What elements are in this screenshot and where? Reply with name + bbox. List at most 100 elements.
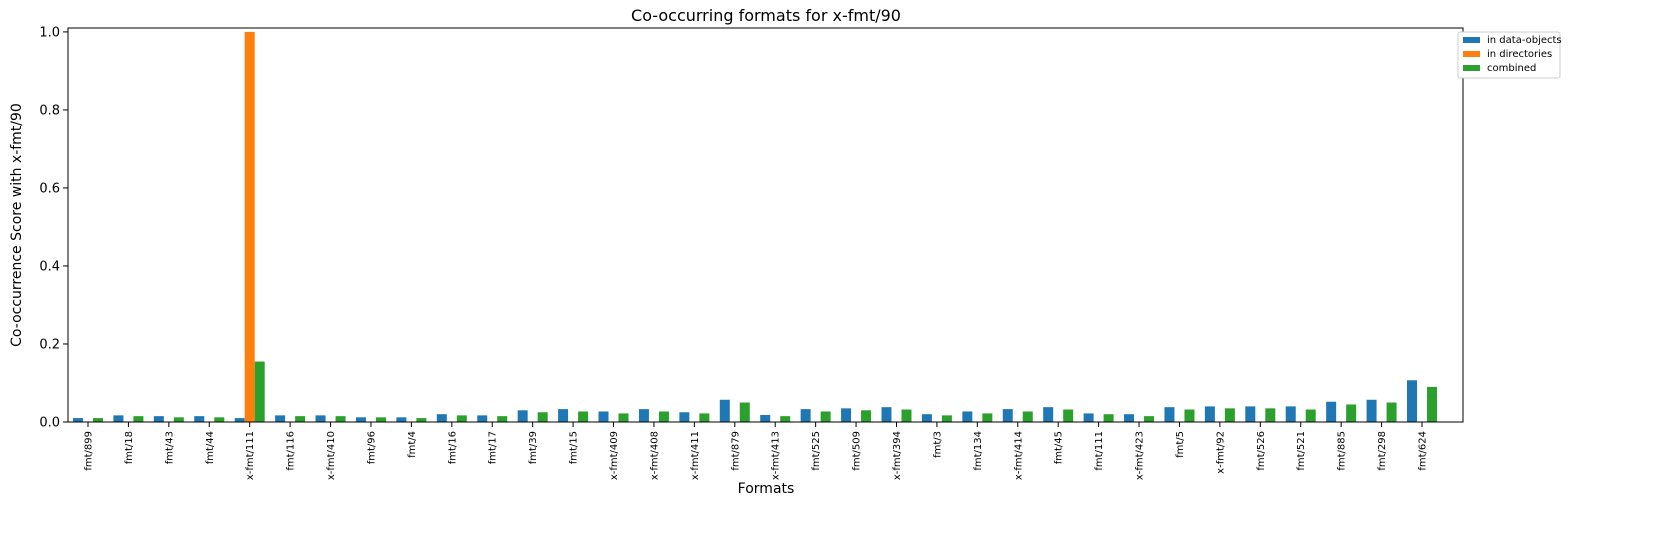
chart-title: Co-occurring formats for x-fmt/90 (631, 6, 901, 25)
x-tick-label: fmt/134 (973, 431, 984, 471)
bar-combined-fmt/526 (1265, 408, 1276, 422)
bar-in-data-objects-fmt/17 (477, 415, 488, 422)
x-tick-label: fmt/111 (1094, 431, 1105, 471)
bar-in-data-objects-fmt/5 (1164, 407, 1175, 422)
bar-combined-x-fmt/414 (1022, 411, 1033, 422)
bar-combined-fmt/885 (1346, 404, 1357, 422)
x-tick-label: fmt/43 (164, 431, 175, 464)
legend-label: in directories (1487, 49, 1552, 60)
x-tick-label: fmt/44 (205, 431, 216, 464)
bar-combined-fmt/111 (1103, 414, 1114, 422)
x-tick-label: x-fmt/413 (771, 431, 782, 480)
x-tick-label: x-fmt/92 (1215, 431, 1226, 474)
bar-in-data-objects-x-fmt/408 (638, 409, 649, 422)
plot-frame (67, 27, 1464, 423)
x-tick-label: fmt/298 (1377, 431, 1388, 471)
bar-combined-fmt/116 (295, 416, 306, 422)
x-tick-label: fmt/15 (569, 431, 580, 464)
x-tick-label: fmt/879 (730, 431, 741, 471)
bar-combined-x-fmt/408 (658, 411, 669, 422)
y-tick-label: 1.0 (39, 25, 60, 40)
bar-in-data-objects-x-fmt/111 (234, 418, 245, 422)
x-tick-label: fmt/885 (1337, 431, 1348, 471)
bar-combined-x-fmt/413 (780, 416, 791, 422)
bar-in-data-objects-fmt/298 (1366, 399, 1377, 422)
bar-in-data-objects-fmt/624 (1407, 380, 1417, 422)
bar-in-data-objects-fmt/525 (800, 409, 811, 422)
x-tick-label: fmt/39 (528, 431, 539, 464)
bar-in-data-objects-x-fmt/394 (881, 407, 892, 422)
legend-label: combined (1487, 63, 1536, 74)
bar-combined-fmt/17 (497, 416, 508, 422)
bar-in-data-objects-fmt/509 (841, 408, 852, 422)
bar-combined-fmt/15 (578, 411, 589, 422)
y-tick-label: 0.6 (39, 181, 60, 196)
bar-in-data-objects-x-fmt/414 (1002, 409, 1013, 422)
y-axis: 0.0 0.2 0.4 0.6 0.8 1.0 (39, 25, 68, 431)
bar-combined-x-fmt/411 (699, 413, 710, 422)
bar-combined-fmt/521 (1305, 409, 1316, 422)
bar-combined-fmt/18 (133, 416, 144, 422)
x-tick-label: fmt/18 (124, 431, 135, 464)
x-tick-label: fmt/525 (811, 431, 822, 471)
bar-in-data-objects-fmt/96 (355, 417, 366, 422)
bar-in-data-objects-x-fmt/410 (315, 415, 326, 422)
bar-combined-fmt/44 (214, 417, 225, 422)
bar-combined-x-fmt/394 (901, 409, 912, 422)
y-tick-label: 0.0 (39, 416, 60, 431)
x-tick-label: fmt/16 (447, 431, 458, 464)
bar-combined-x-fmt/410 (335, 416, 346, 422)
bar-combined-x-fmt/423 (1144, 416, 1155, 422)
x-tick-label: x-fmt/408 (649, 431, 660, 480)
y-tick-label: 0.2 (39, 337, 60, 352)
bar-combined-fmt/5 (1184, 409, 1195, 422)
bar-in-data-objects-fmt/43 (153, 416, 164, 422)
bar-in-data-objects-fmt/45 (1043, 407, 1054, 422)
x-tick-label: fmt/899 (84, 431, 95, 471)
bar-combined-fmt/525 (820, 411, 831, 422)
bar-in-data-objects-x-fmt/409 (598, 411, 609, 422)
bar-combined-fmt/96 (375, 417, 386, 422)
bar-in-data-objects-fmt/526 (1245, 406, 1256, 422)
legend: in data-objects in directories combined (1457, 31, 1562, 79)
bar-combined-fmt/134 (982, 413, 993, 422)
bar-combined-fmt/16 (456, 415, 467, 422)
bar-in-data-objects-fmt/15 (558, 409, 569, 422)
legend-swatch (1463, 37, 1480, 43)
bar-combined-fmt/879 (739, 402, 750, 422)
legend-swatch (1463, 51, 1480, 57)
x-tick-label: fmt/3 (932, 431, 943, 458)
x-axis-title: Formats (738, 481, 795, 497)
y-axis-title: Co-occurrence Score with x-fmt/90 (9, 103, 25, 347)
x-tick-label: fmt/116 (286, 431, 297, 471)
x-tick-label: fmt/17 (488, 431, 499, 464)
x-tick-label: fmt/5 (1175, 431, 1186, 458)
bar-in-data-objects-fmt/18 (113, 415, 124, 422)
bar-combined-fmt/39 (537, 412, 548, 422)
x-tick-label: x-fmt/111 (245, 431, 256, 480)
x-tick-label: x-fmt/409 (609, 431, 620, 480)
bar-in-data-objects-fmt/116 (275, 415, 286, 422)
bar-in-directories-x-fmt/111 (244, 31, 255, 422)
x-tick-label: fmt/96 (366, 431, 377, 464)
bar-in-data-objects-fmt/3 (921, 414, 932, 422)
x-tick-label: fmt/509 (852, 431, 863, 471)
x-tick-label: x-fmt/394 (892, 431, 903, 480)
bars-group (73, 31, 1437, 422)
bar-in-data-objects-fmt/4 (396, 417, 407, 422)
y-tick-label: 0.8 (39, 103, 60, 118)
bar-combined-fmt/624 (1427, 386, 1437, 422)
x-tick-label: x-fmt/411 (690, 431, 701, 480)
x-tick-label: x-fmt/410 (326, 431, 337, 480)
x-tick-label: fmt/526 (1256, 431, 1267, 471)
bar-in-data-objects-x-fmt/423 (1124, 414, 1135, 422)
x-tick-label: fmt/521 (1296, 431, 1307, 471)
bar-in-data-objects-fmt/134 (962, 411, 973, 422)
bar-combined-x-fmt/409 (618, 413, 629, 422)
bar-combined-fmt/899 (93, 418, 103, 422)
x-axis: fmt/899 fmt/18 fmt/43 fmt/44 x-fmt/111 fmt/11… (84, 422, 1429, 480)
bar-in-data-objects-x-fmt/92 (1204, 406, 1215, 422)
bar-combined-fmt/3 (941, 415, 952, 422)
bar-in-data-objects-fmt/39 (517, 410, 528, 422)
bar-in-data-objects-fmt/16 (436, 414, 447, 422)
